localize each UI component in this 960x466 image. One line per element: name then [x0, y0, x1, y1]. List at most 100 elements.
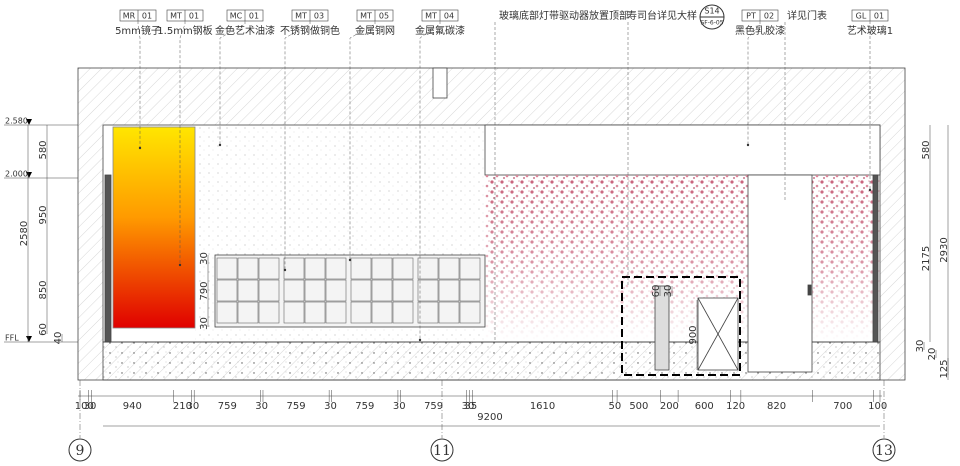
tag-label: 黑色乳胶漆	[735, 24, 785, 37]
axis-label: 9	[76, 443, 85, 459]
tag-label: 金属氟碳漆	[415, 24, 465, 37]
cabinet-cell	[392, 301, 414, 324]
tag-num: 01	[249, 12, 259, 21]
level-label: 2.580	[5, 117, 28, 126]
tag-code: PT	[746, 12, 756, 21]
tag-code: MC	[230, 12, 243, 21]
dim-label: 35	[464, 401, 477, 412]
cabinet-cell	[304, 279, 326, 302]
dim-label: 850	[38, 280, 49, 299]
dim-label: 759	[218, 401, 237, 412]
dim-label: 600	[695, 401, 714, 412]
leader-dot	[178, 263, 182, 267]
dim-label: 790	[199, 281, 210, 300]
dim-label: 2175	[921, 246, 932, 271]
axis-label: 11	[433, 443, 451, 459]
leader-dot	[418, 338, 422, 342]
dim-label: 2930	[939, 237, 950, 262]
leader	[137, 21, 141, 148]
cabinet-cell	[438, 301, 460, 324]
cabinet-cell	[258, 257, 280, 280]
leader-dot	[218, 143, 222, 147]
dim-label: 2580	[19, 221, 30, 246]
cabinet-cell	[304, 301, 326, 324]
cabinet-cell	[258, 301, 280, 324]
walls	[77, 67, 906, 381]
cabinet-cell	[459, 279, 481, 302]
tag-label: 不锈钢做铜色	[280, 24, 340, 37]
cabinet-cell	[417, 279, 439, 302]
axis-bubble	[430, 438, 454, 462]
cabinet-cell	[350, 257, 372, 280]
level-mark	[26, 172, 32, 178]
cabinet-cell	[325, 279, 347, 302]
dim-label: 30	[915, 340, 926, 353]
cabinet-cell	[417, 301, 439, 324]
cabinet-cell	[350, 279, 372, 302]
tag-code: MT	[425, 12, 437, 21]
detail-top: S14	[704, 7, 719, 16]
leader-dot	[746, 143, 750, 147]
tag-code: MT	[295, 12, 307, 21]
dim-label: 759	[287, 401, 306, 412]
dim-label: 759	[355, 401, 374, 412]
dim-label: 1610	[530, 401, 555, 412]
cabinet-cell	[371, 279, 393, 302]
annotations: MR 01 5mm镜子 MT 01 1.5mm钢板 MC 01 金色艺术油漆 MT 03 不锈钢做铜色…	[4, 4, 950, 462]
tag-code: MR	[123, 12, 136, 21]
cabinet-cell	[392, 257, 414, 280]
note: 玻璃底部灯带驱动器放置顶部	[499, 9, 629, 22]
dim-label: 940	[123, 401, 142, 412]
dim-label: 60	[651, 285, 662, 298]
dim-label: 30	[255, 401, 268, 412]
cabinet-cell	[304, 257, 326, 280]
cabinet-cell	[237, 301, 259, 324]
tag-label: 金色艺术油漆	[215, 24, 275, 37]
cabinet-cell	[392, 279, 414, 302]
dim-label: 580	[921, 140, 932, 159]
leader-dot	[868, 188, 872, 192]
tag-num: 04	[444, 12, 454, 21]
cabinet-cell	[438, 279, 460, 302]
cabinet-cell	[283, 257, 305, 280]
dim-label: 120	[726, 401, 745, 412]
dim-label: 30	[324, 401, 337, 412]
dim-label: 30	[199, 317, 210, 330]
leader	[284, 21, 311, 270]
dim-label: 30	[393, 401, 406, 412]
cabinet-grid	[216, 257, 481, 324]
cabinet-cell	[216, 301, 238, 324]
dim-label: 30	[199, 252, 210, 265]
cabinet-cell	[237, 257, 259, 280]
dim-label: 60	[38, 323, 49, 336]
leader	[747, 21, 761, 145]
cabinet-cell	[283, 301, 305, 324]
dim-label: 100	[75, 401, 94, 412]
leader-dot	[138, 146, 142, 150]
dim-label: 900	[688, 325, 699, 344]
cabinet-cell	[350, 301, 372, 324]
axis-label: 13	[875, 443, 893, 459]
axis-bubble	[68, 438, 92, 462]
cabinet-cell	[459, 301, 481, 324]
leader	[179, 21, 186, 265]
tag-label: 金属铜网	[355, 24, 395, 37]
tag-code: GL	[856, 12, 867, 21]
tag-label: 艺术玻璃1	[847, 24, 893, 37]
dim-label: 125	[939, 359, 950, 378]
cabinet-cell	[325, 257, 347, 280]
dim-label: 50	[609, 401, 622, 412]
axis-bubble	[872, 438, 896, 462]
leader-dot	[348, 258, 352, 262]
dim-label: 40	[53, 332, 64, 345]
dim-label: 759	[424, 401, 443, 412]
cabinet-cell	[371, 257, 393, 280]
dim-label: 100	[868, 401, 887, 412]
level-mark	[26, 336, 32, 342]
cabinet-cell	[459, 257, 481, 280]
dim-label: 200	[660, 401, 679, 412]
tag-num: 02	[764, 12, 774, 21]
tag-label: 1.5mm钢板	[157, 24, 212, 37]
note: 寿司台详见大样	[627, 9, 697, 22]
